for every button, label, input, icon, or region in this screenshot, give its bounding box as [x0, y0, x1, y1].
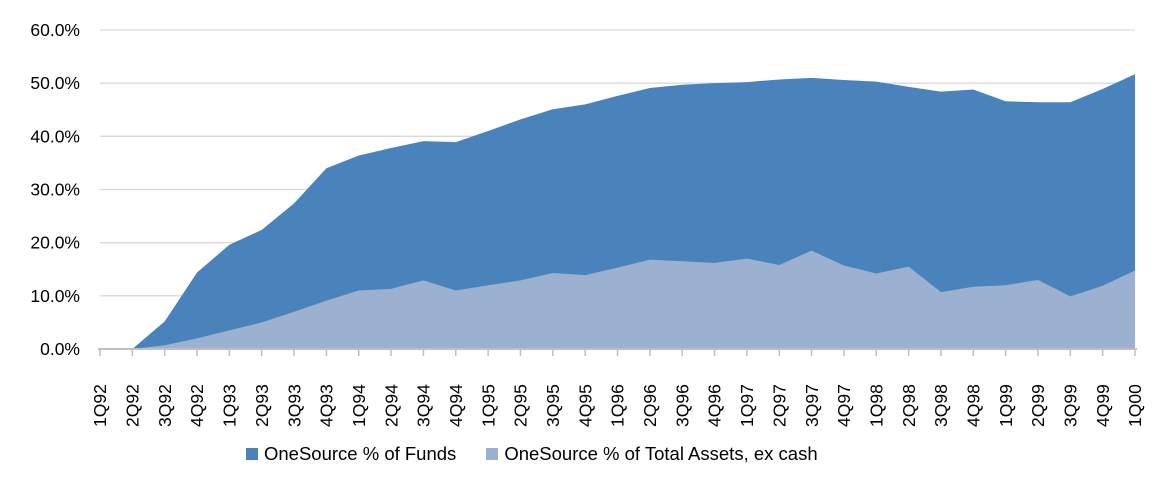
area-series	[100, 74, 1135, 350]
x-tick-label: 2Q97	[769, 384, 789, 427]
legend: OneSource % of Funds OneSource % of Tota…	[246, 443, 818, 465]
funds-series-swatch-icon	[246, 448, 258, 460]
x-axis-labels: 1Q92 2Q92 3Q92 4Q92 1Q93 2Q93 3Q93 4Q93 1Q94 2Q94…	[90, 384, 1145, 427]
x-tick-label: 1Q92	[90, 384, 110, 427]
legend-item-assets: OneSource % of Total Assets, ex cash	[486, 443, 818, 465]
x-tick-label: 4Q99	[1093, 384, 1113, 427]
x-tick-label: 4Q98	[963, 384, 983, 427]
x-tick-label: 2Q92	[123, 384, 143, 427]
x-tick-label: 1Q94	[349, 384, 369, 427]
legend-label-funds: OneSource % of Funds	[264, 443, 457, 464]
x-tick-label: 1Q00	[1125, 384, 1145, 427]
x-tick-label: 2Q99	[1028, 384, 1048, 427]
assets-series-swatch-icon	[486, 448, 499, 460]
y-tick-label: 20.0%	[30, 233, 80, 253]
y-tick-label: 50.0%	[30, 73, 80, 93]
x-tick-label: 4Q92	[187, 384, 207, 427]
x-tick-label: 2Q93	[252, 384, 272, 427]
y-tick-label: 40.0%	[30, 126, 80, 146]
x-tick-label: 1Q96	[608, 384, 628, 427]
x-tick-label: 4Q94	[446, 384, 466, 427]
y-tick-label: 60.0%	[30, 20, 80, 40]
x-tick-label: 1Q95	[478, 384, 498, 427]
x-tick-label: 3Q98	[931, 384, 951, 427]
x-tick-label: 4Q95	[575, 384, 595, 427]
x-tick-label: 1Q99	[996, 384, 1016, 427]
x-tick-label: 2Q96	[640, 384, 660, 427]
x-tick-label: 3Q99	[1061, 384, 1081, 427]
x-tick-label: 1Q93	[220, 384, 240, 427]
x-tick-label: 3Q97	[802, 384, 822, 427]
legend-label-assets: OneSource % of Total Assets, ex cash	[504, 443, 818, 464]
x-tick-label: 2Q94	[381, 384, 401, 427]
area-chart: 1Q92 2Q92 3Q92 4Q92 1Q93 2Q93 3Q93 4Q93 1Q94 2Q94…	[30, 20, 1145, 427]
x-tick-label: 4Q93	[317, 384, 337, 427]
y-tick-label: 0.0%	[40, 339, 80, 359]
y-tick-label: 10.0%	[30, 286, 80, 306]
x-tick-label: 4Q97	[834, 384, 854, 427]
x-tick-label: 1Q98	[866, 384, 886, 427]
x-tick-label: 1Q97	[737, 384, 757, 427]
x-tick-label: 3Q92	[155, 384, 175, 427]
x-tick-label: 3Q93	[284, 384, 304, 427]
legend-item-funds: OneSource % of Funds	[246, 443, 456, 465]
x-tick-label: 3Q95	[543, 384, 563, 427]
x-tick-label: 3Q94	[414, 384, 434, 427]
x-tick-label: 2Q98	[899, 384, 919, 427]
y-axis-labels: 0.0% 10.0% 20.0% 30.0% 40.0% 50.0% 60.0%	[30, 20, 80, 359]
assets-area	[100, 250, 1135, 349]
y-tick-label: 30.0%	[30, 179, 80, 199]
x-tick-label: 2Q95	[511, 384, 531, 427]
x-tick-label: 3Q96	[672, 384, 692, 427]
x-axis	[98, 348, 1137, 356]
x-tick-label: 4Q96	[705, 384, 725, 427]
